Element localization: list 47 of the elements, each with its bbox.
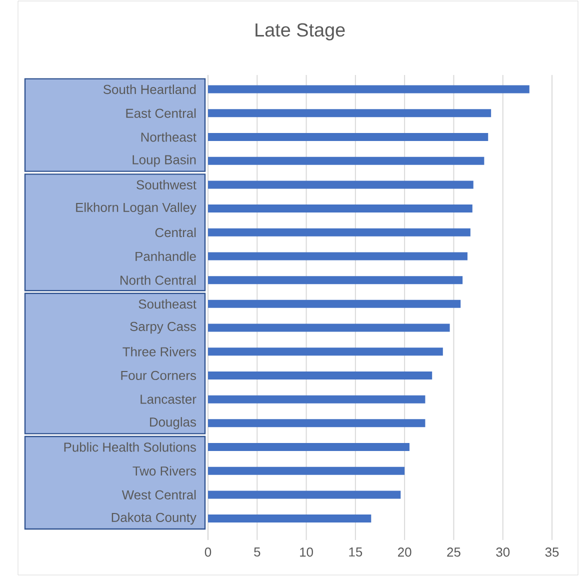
bar: [208, 490, 401, 499]
y-tick-label: Three Rivers: [122, 346, 196, 356]
y-tick-label: East Central: [126, 108, 196, 118]
bar: [208, 300, 461, 308]
y-tick-label: Northeast: [141, 132, 196, 142]
y-tick-label: Southeast: [138, 299, 196, 309]
bar: [208, 324, 450, 332]
y-tick-label: Central: [155, 228, 196, 238]
x-tick-label: 30: [496, 548, 510, 557]
y-tick-label: Two Rivers: [132, 466, 196, 476]
bar: [208, 252, 468, 260]
y-tick-label: Panhandle: [136, 251, 196, 261]
y-tick-label: Lancaster: [140, 394, 196, 404]
y-tick-label: North Central: [120, 275, 196, 285]
bar: [208, 276, 463, 284]
bar: [208, 180, 474, 189]
y-tick-label: Four Corners: [121, 370, 196, 380]
y-tick-label: West Central: [122, 490, 196, 500]
bar: [208, 109, 492, 118]
bar: [208, 204, 472, 213]
x-tick-label: 5: [254, 548, 260, 557]
bar: [208, 133, 488, 141]
y-tick-label: Dakota County: [112, 512, 196, 525]
bar: [208, 371, 432, 380]
chart-title: Late Stage: [256, 23, 345, 40]
bar: [208, 395, 426, 404]
y-tick-label: Southwest: [136, 180, 196, 190]
bar: [208, 443, 410, 452]
x-tick-label: 15: [349, 548, 362, 557]
y-tick-label: Elkhorn Logan Valley: [76, 202, 196, 215]
x-tick-label: 20: [398, 548, 412, 557]
x-tick-label: 25: [447, 548, 460, 557]
bar: [208, 419, 426, 428]
x-tick-label: 0: [204, 548, 212, 557]
y-tick-label: Loup Basin: [132, 154, 196, 167]
x-tick-label: 10: [300, 548, 313, 557]
y-tick-label: Sarpy Cass: [130, 322, 196, 334]
bar: [208, 514, 372, 523]
x-tick-label: 35: [545, 548, 559, 557]
bar: [208, 156, 484, 165]
bar: [208, 348, 443, 356]
y-tick-label: Douglas: [150, 417, 196, 430]
y-tick-label: Public Health Solutions: [64, 442, 196, 452]
bar: [208, 85, 530, 94]
y-tick-label: South Heartland: [103, 84, 196, 94]
bar: [208, 466, 405, 475]
bar: [208, 228, 470, 236]
